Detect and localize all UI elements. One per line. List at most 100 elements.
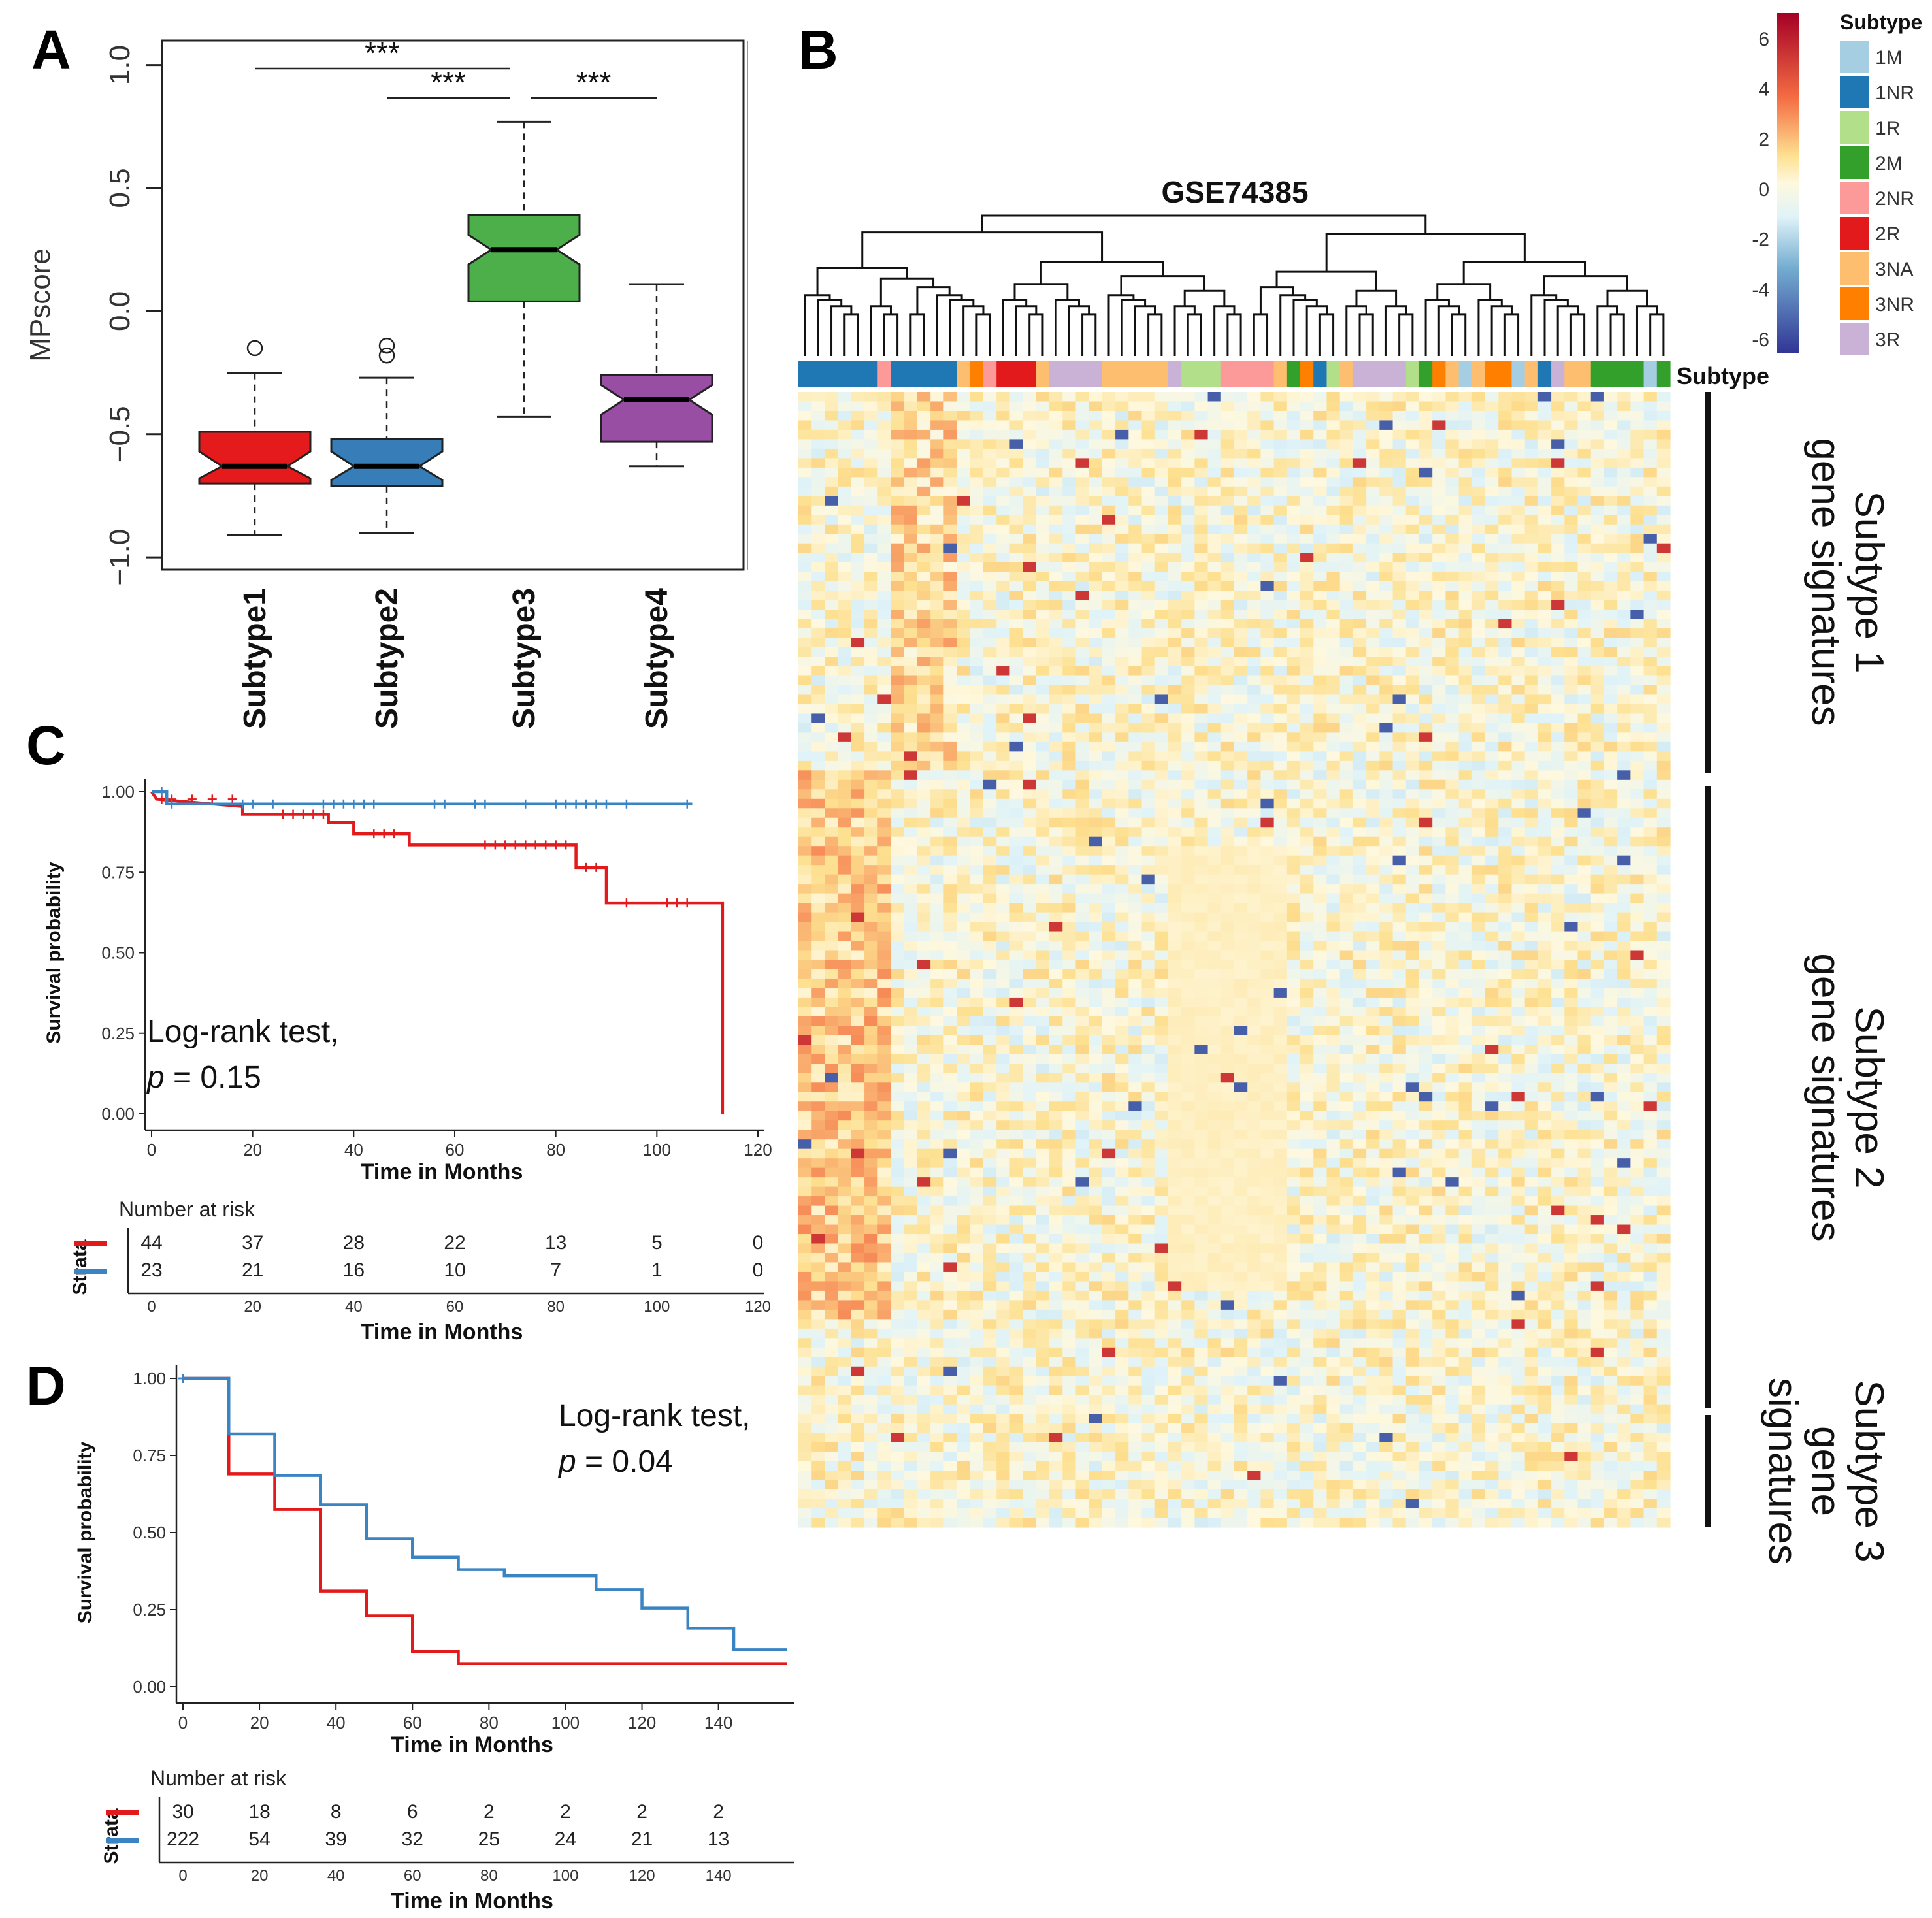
- heat-cell: [1537, 1007, 1552, 1017]
- heat-cell: [1286, 798, 1301, 809]
- heat-cell: [904, 685, 918, 696]
- heat-cell: [996, 600, 1010, 610]
- heat-cell: [1220, 458, 1235, 468]
- heat-cell: [1023, 486, 1037, 496]
- heat-cell: [1617, 572, 1631, 582]
- heat-cell: [1656, 675, 1671, 686]
- heat-cell: [1181, 827, 1195, 837]
- heat-cell: [1551, 978, 1565, 989]
- heat-cell: [1603, 960, 1618, 970]
- heat-cell: [957, 496, 971, 506]
- heat-cell: [970, 628, 984, 639]
- heat-cell: [1036, 458, 1050, 468]
- heat-cell: [1141, 666, 1156, 677]
- heat-cell: [1432, 657, 1446, 667]
- heat-cell: [943, 685, 958, 696]
- heat-cell: [1102, 657, 1116, 667]
- heat-cell: [1326, 723, 1341, 733]
- dendrogram-branch: [1173, 305, 1196, 356]
- heat-cell: [1036, 448, 1050, 459]
- heat-cell: [1141, 543, 1156, 553]
- heat-cell: [1471, 922, 1486, 932]
- heat-cell: [1102, 988, 1116, 998]
- heat-cell: [957, 874, 971, 885]
- heat-cell: [1590, 515, 1605, 525]
- heat-cell: [1234, 931, 1248, 941]
- heat-cell: [1154, 817, 1169, 828]
- heat-cell: [1220, 713, 1235, 724]
- heat-cell: [825, 808, 839, 819]
- heat-cell: [1036, 675, 1050, 686]
- heat-cell: [1207, 950, 1222, 960]
- heat-cell: [1313, 1064, 1328, 1074]
- heat-cell: [1590, 817, 1605, 828]
- heat-cell: [983, 808, 997, 819]
- heat-cell: [1458, 647, 1473, 658]
- heat-cell: [1537, 610, 1552, 620]
- heat-cell: [1445, 713, 1460, 724]
- heat-cell: [864, 969, 878, 979]
- heat-cell: [1300, 496, 1314, 506]
- heat-cell: [1168, 779, 1182, 790]
- heat-cell: [1062, 458, 1077, 468]
- heat-cell: [1537, 846, 1552, 856]
- heat-cell: [1485, 903, 1499, 913]
- heat-cell: [970, 931, 984, 941]
- heat-cell: [983, 723, 997, 733]
- heat-cell: [1405, 988, 1420, 998]
- heat-cell: [1339, 855, 1354, 866]
- heat-cell: [811, 779, 826, 790]
- heat-cell: [1590, 798, 1605, 809]
- heat-cell: [1115, 903, 1129, 913]
- heat-cell: [1234, 1064, 1248, 1074]
- heat-cell: [1617, 562, 1631, 572]
- heat-cell: [1075, 458, 1090, 468]
- heat-cell: [1023, 524, 1037, 534]
- heat-cell: [1036, 798, 1050, 809]
- heat-cell: [1194, 410, 1209, 421]
- heat-cell: [1181, 988, 1195, 998]
- heat-cell: [904, 893, 918, 903]
- heat-cell: [1577, 874, 1592, 885]
- heat-cell: [1273, 486, 1288, 496]
- heat-cell: [1036, 591, 1050, 601]
- heat-cell: [1023, 392, 1037, 402]
- heat-cell: [1418, 884, 1433, 894]
- heat-cell: [1445, 694, 1460, 705]
- heat-cell: [1590, 760, 1605, 771]
- heat-cell: [1141, 713, 1156, 724]
- heat-cell: [1102, 647, 1116, 658]
- heat-cell: [1511, 505, 1526, 515]
- heat-cell: [1564, 760, 1579, 771]
- heat-cell: [1524, 846, 1539, 856]
- heat-cell: [877, 448, 892, 459]
- heat-cell: [1603, 874, 1618, 885]
- heat-cell: [1326, 893, 1341, 903]
- heat-cell: [1485, 562, 1499, 572]
- heat-cell: [1326, 610, 1341, 620]
- heat-cell: [1181, 760, 1195, 771]
- heat-cell: [1247, 751, 1262, 762]
- heat-cell: [811, 770, 826, 781]
- heat-cell: [1617, 543, 1631, 553]
- heat-cell: [1405, 846, 1420, 856]
- heat-cell: [1207, 931, 1222, 941]
- heat-cell: [1286, 477, 1301, 487]
- heat-cell: [1168, 628, 1182, 639]
- heat-cell: [1286, 997, 1301, 1008]
- heat-cell: [851, 543, 865, 553]
- heat-cell: [904, 779, 918, 790]
- heat-cell: [1154, 760, 1169, 771]
- heat-cell: [1036, 694, 1050, 705]
- heat-cell: [1049, 865, 1063, 875]
- heat-cell: [1524, 675, 1539, 686]
- heat-cell: [1366, 496, 1380, 506]
- heat-cell: [838, 884, 852, 894]
- heat-cell: [1115, 410, 1129, 421]
- heat-cell: [1326, 1016, 1341, 1026]
- panel-letter-a: A: [31, 19, 71, 80]
- heat-cell: [1432, 1007, 1446, 1017]
- heat-cell: [1036, 874, 1050, 885]
- heat-cell: [904, 619, 918, 629]
- heat-cell: [1247, 694, 1262, 705]
